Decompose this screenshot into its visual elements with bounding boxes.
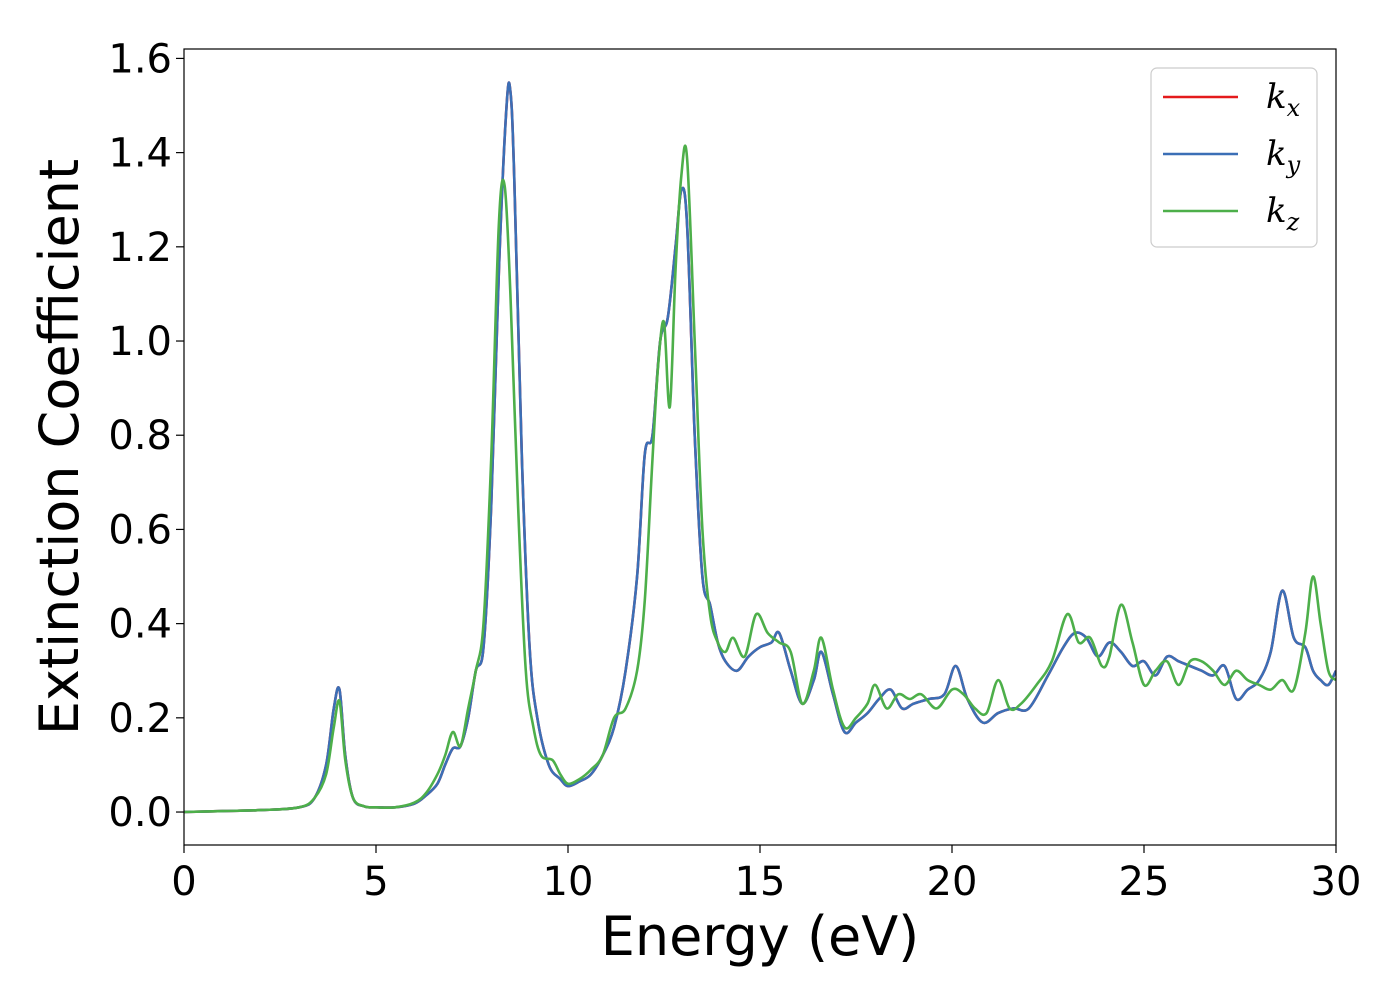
y-tick-label: 0.6 [108, 507, 172, 553]
y-tick-label: 1.4 [108, 131, 172, 177]
y-axis: 0.0 0.2 0.4 0.6 0.8 1.0 1.2 1.4 1.6 [108, 36, 184, 836]
y-tick-label: 1.0 [108, 319, 172, 365]
legend: kx ky kz [1150, 67, 1318, 248]
series-layer [184, 81, 1336, 814]
y-tick-label: 1.6 [108, 36, 172, 82]
x-tick-label: 0 [171, 859, 196, 905]
y-tick-label: 0.8 [108, 413, 172, 459]
y-tick-label: 0.2 [108, 696, 172, 742]
legend-box [1150, 67, 1318, 248]
y-axis-title: Extinction Coefficient [28, 159, 91, 735]
y-tick-label: 1.2 [108, 225, 172, 271]
x-axis-title: Energy (eV) [601, 905, 920, 968]
legend-label-ky: ky [1266, 134, 1301, 179]
y-tick-label: 0.0 [108, 790, 172, 836]
x-tick-label: 25 [1119, 859, 1170, 905]
legend-label-kz: kz [1266, 191, 1300, 236]
series-line-kz [184, 144, 1336, 814]
x-tick-label: 30 [1311, 859, 1362, 905]
x-tick-label: 10 [543, 859, 594, 905]
x-tick-label: 20 [927, 859, 978, 905]
y-tick-label: 0.4 [108, 602, 172, 648]
legend-label-kx: kx [1266, 77, 1301, 122]
x-tick-label: 15 [735, 859, 786, 905]
x-axis: 0 5 10 15 20 25 30 [171, 845, 1361, 905]
x-tick-label: 5 [363, 859, 388, 905]
